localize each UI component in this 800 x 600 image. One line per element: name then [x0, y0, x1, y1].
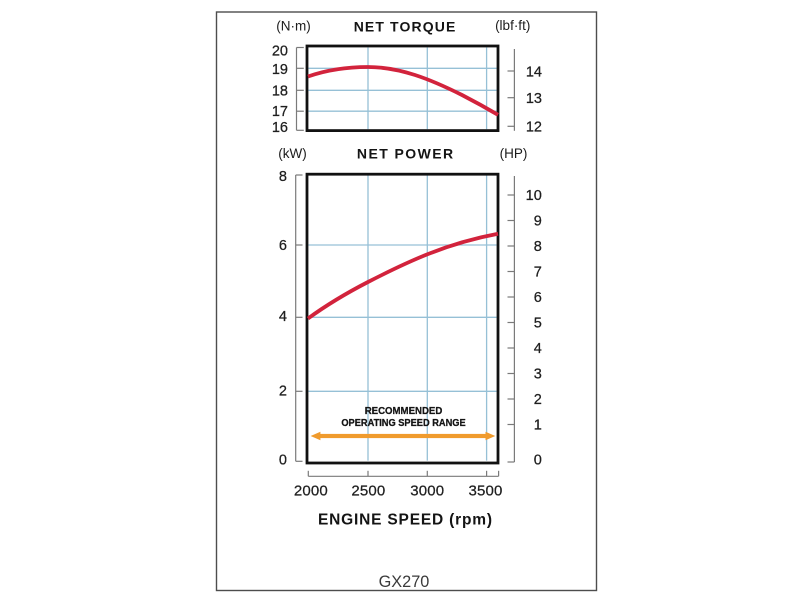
- svg-text:10: 10: [526, 188, 542, 204]
- svg-text:8: 8: [279, 169, 287, 185]
- svg-text:3: 3: [534, 367, 542, 383]
- svg-text:14: 14: [526, 64, 542, 80]
- svg-text:NET TORQUE: NET TORQUE: [354, 19, 456, 35]
- svg-text:3000: 3000: [410, 482, 444, 499]
- svg-text:2000: 2000: [294, 482, 328, 499]
- svg-text:6: 6: [279, 238, 287, 254]
- svg-text:RECOMMENDED: RECOMMENDED: [365, 405, 443, 417]
- svg-text:GX270: GX270: [379, 573, 430, 591]
- svg-text:OPERATING SPEED RANGE: OPERATING SPEED RANGE: [341, 417, 465, 429]
- svg-text:(HP): (HP): [500, 146, 528, 161]
- svg-text:18: 18: [272, 83, 288, 99]
- svg-text:4: 4: [534, 341, 542, 357]
- svg-text:8: 8: [534, 239, 542, 255]
- svg-text:(lbf·ft): (lbf·ft): [495, 18, 530, 33]
- svg-text:2500: 2500: [351, 482, 385, 499]
- svg-text:5: 5: [534, 316, 542, 332]
- svg-text:0: 0: [534, 453, 542, 469]
- svg-text:19: 19: [272, 62, 288, 78]
- svg-text:6: 6: [534, 290, 542, 306]
- svg-text:(N·m): (N·m): [276, 18, 310, 33]
- svg-text:13: 13: [526, 91, 542, 107]
- svg-text:NET POWER: NET POWER: [357, 146, 453, 162]
- svg-text:2: 2: [534, 392, 542, 408]
- svg-text:7: 7: [534, 265, 542, 281]
- svg-text:17: 17: [272, 104, 288, 120]
- svg-text:1: 1: [534, 418, 542, 434]
- svg-text:ENGINE SPEED (rpm): ENGINE SPEED (rpm): [318, 511, 492, 528]
- svg-text:20: 20: [272, 43, 288, 59]
- svg-text:3500: 3500: [469, 482, 503, 499]
- svg-text:0: 0: [279, 453, 287, 469]
- svg-text:4: 4: [279, 309, 287, 325]
- svg-text:9: 9: [534, 214, 542, 230]
- svg-text:2: 2: [279, 384, 287, 400]
- svg-text:16: 16: [272, 120, 288, 136]
- svg-text:(kW): (kW): [278, 146, 306, 161]
- svg-text:12: 12: [526, 119, 542, 135]
